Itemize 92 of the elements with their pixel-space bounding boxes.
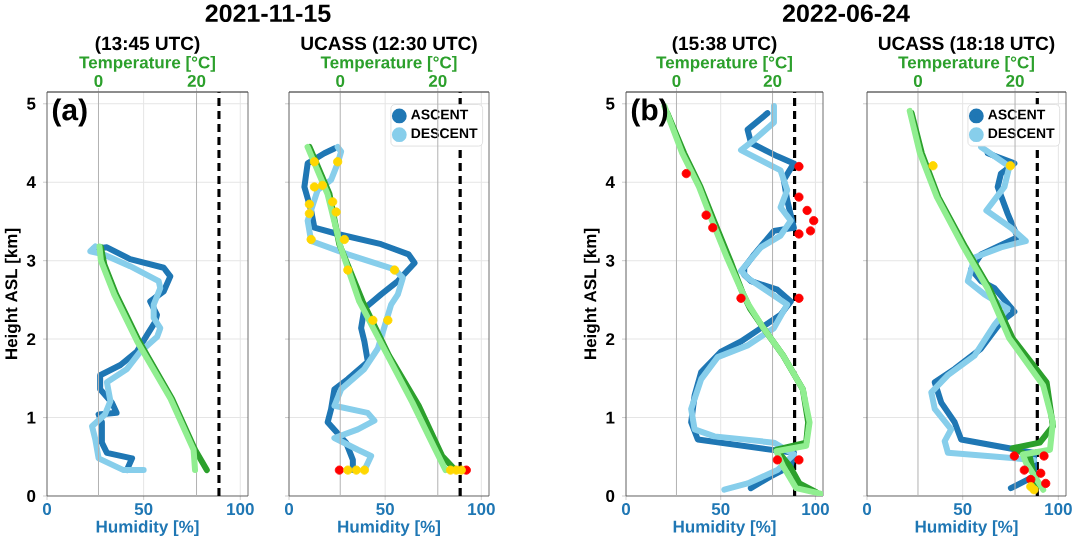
- x2-tick-label: 20: [428, 74, 447, 87]
- point: [343, 465, 353, 475]
- point: [681, 168, 691, 179]
- point: [928, 161, 938, 171]
- point: [794, 293, 804, 303]
- legend-label: DESCENT: [411, 128, 478, 139]
- point: [331, 207, 341, 217]
- point: [368, 315, 378, 325]
- point: [802, 205, 812, 216]
- chart-subtitle: UCASS (12:30 UTC): [301, 36, 477, 54]
- point: [736, 293, 746, 303]
- point: [794, 229, 804, 239]
- y-tick-label: 1: [27, 411, 36, 424]
- point: [304, 209, 314, 219]
- chart-subtitle: (13:45 UTC): [95, 36, 200, 54]
- point: [1039, 451, 1049, 461]
- point: [339, 234, 349, 245]
- x-tick-label: 100: [802, 503, 829, 516]
- legend-label: DESCENT: [988, 128, 1055, 139]
- chart-subtitle: UCASS (18:18 UTC): [878, 36, 1055, 54]
- x-tick-label: 0: [621, 503, 631, 516]
- annotation: (b): [631, 98, 668, 127]
- x2-axis-title: Temperature [°C]: [656, 55, 792, 72]
- x-tick-label: 0: [284, 503, 294, 516]
- y-tick-label: 3: [26, 254, 36, 267]
- y-tick-label: 5: [27, 97, 36, 110]
- point: [333, 157, 343, 167]
- x-tick-label: 0: [42, 503, 52, 516]
- point: [1019, 465, 1029, 475]
- point: [359, 465, 369, 475]
- x-axis-title: Humidity [%]: [673, 520, 776, 536]
- x-tick-label: 50: [134, 503, 153, 516]
- x-tick-label: 100: [227, 503, 254, 516]
- x-tick-label: 50: [376, 503, 394, 516]
- point: [351, 465, 361, 475]
- y-tick-label: 0: [606, 489, 615, 503]
- point: [1005, 161, 1015, 171]
- y-tick-label: 4: [605, 176, 615, 189]
- point: [1009, 451, 1019, 461]
- point: [809, 216, 819, 226]
- point: [328, 197, 338, 207]
- point: [805, 226, 816, 236]
- x-tick-label: 100: [468, 503, 495, 516]
- x2-tick-label: 0: [336, 74, 345, 87]
- x2-axis-title: Temperature [°C]: [320, 55, 457, 72]
- x2-tick-label: 20: [763, 74, 782, 87]
- x2-tick-label: 0: [672, 74, 681, 87]
- x-tick-label: 50: [953, 503, 972, 516]
- y-axis-title: Height ASL [km]: [4, 228, 21, 359]
- y-tick-label: 2: [606, 333, 615, 346]
- chart-title: 2022-06-24: [782, 4, 910, 23]
- point: [1041, 478, 1051, 489]
- x2-tick-label: 20: [1006, 74, 1024, 87]
- x-axis-title: Humidity [%]: [915, 520, 1018, 536]
- y-tick-label: 2: [27, 333, 36, 346]
- x-tick-label: 100: [1045, 503, 1072, 516]
- y-tick-label: 4: [26, 176, 36, 189]
- point: [772, 455, 782, 465]
- point: [334, 465, 344, 475]
- y-tick-label: 3: [605, 254, 615, 267]
- point: [306, 234, 316, 245]
- x-tick-label: 0: [862, 503, 872, 516]
- x-axis-title: Humidity [%]: [338, 520, 440, 536]
- x2-tick-label: 0: [94, 74, 103, 87]
- y-tick-label: 1: [606, 411, 615, 424]
- annotation: (a): [52, 98, 87, 127]
- legend-label: ASCENT: [411, 109, 469, 120]
- point: [383, 315, 393, 325]
- chart-title: 2021-11-15: [205, 4, 331, 23]
- point: [389, 265, 400, 275]
- point: [317, 180, 328, 190]
- chart-subtitle: (15:38 UTC): [672, 36, 777, 54]
- x2-tick-label: 0: [913, 74, 922, 87]
- point: [794, 455, 804, 465]
- x-tick-label: 50: [711, 503, 730, 516]
- x2-axis-title: Temperature [°C]: [79, 55, 215, 72]
- point: [304, 199, 314, 209]
- legend-label: ASCENT: [988, 109, 1046, 120]
- point: [309, 182, 319, 192]
- point: [708, 223, 718, 233]
- y-axis-title: Height ASL [km]: [583, 228, 600, 359]
- point: [794, 192, 804, 202]
- y-tick-label: 0: [27, 489, 36, 503]
- x-axis-title: Humidity [%]: [96, 520, 199, 536]
- point: [701, 210, 711, 220]
- point: [309, 157, 319, 167]
- y-tick-label: 5: [606, 97, 615, 110]
- point: [1036, 468, 1046, 478]
- x2-axis-title: Temperature [°C]: [898, 55, 1034, 72]
- point: [794, 161, 804, 172]
- x2-tick-label: 20: [187, 74, 206, 87]
- point: [343, 265, 353, 275]
